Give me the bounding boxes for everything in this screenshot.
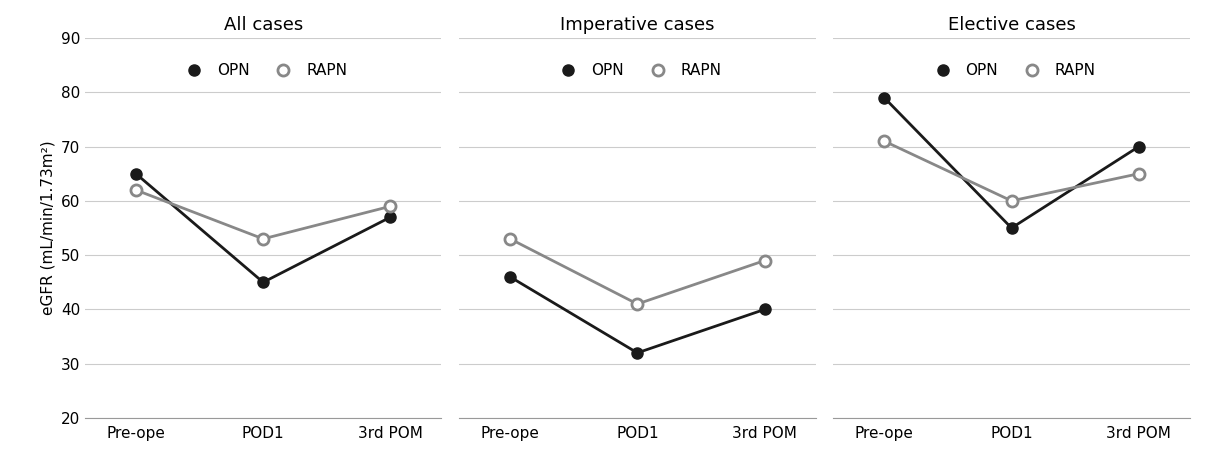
Title: All cases: All cases <box>223 16 302 34</box>
Title: Imperative cases: Imperative cases <box>560 16 715 34</box>
Title: Elective cases: Elective cases <box>948 16 1076 34</box>
Y-axis label: eGFR (mL/min/1.73m²): eGFR (mL/min/1.73m²) <box>40 141 55 315</box>
Legend: OPN, RAPN: OPN, RAPN <box>548 57 727 84</box>
Legend: OPN, RAPN: OPN, RAPN <box>921 57 1102 84</box>
Legend: OPN, RAPN: OPN, RAPN <box>172 57 353 84</box>
